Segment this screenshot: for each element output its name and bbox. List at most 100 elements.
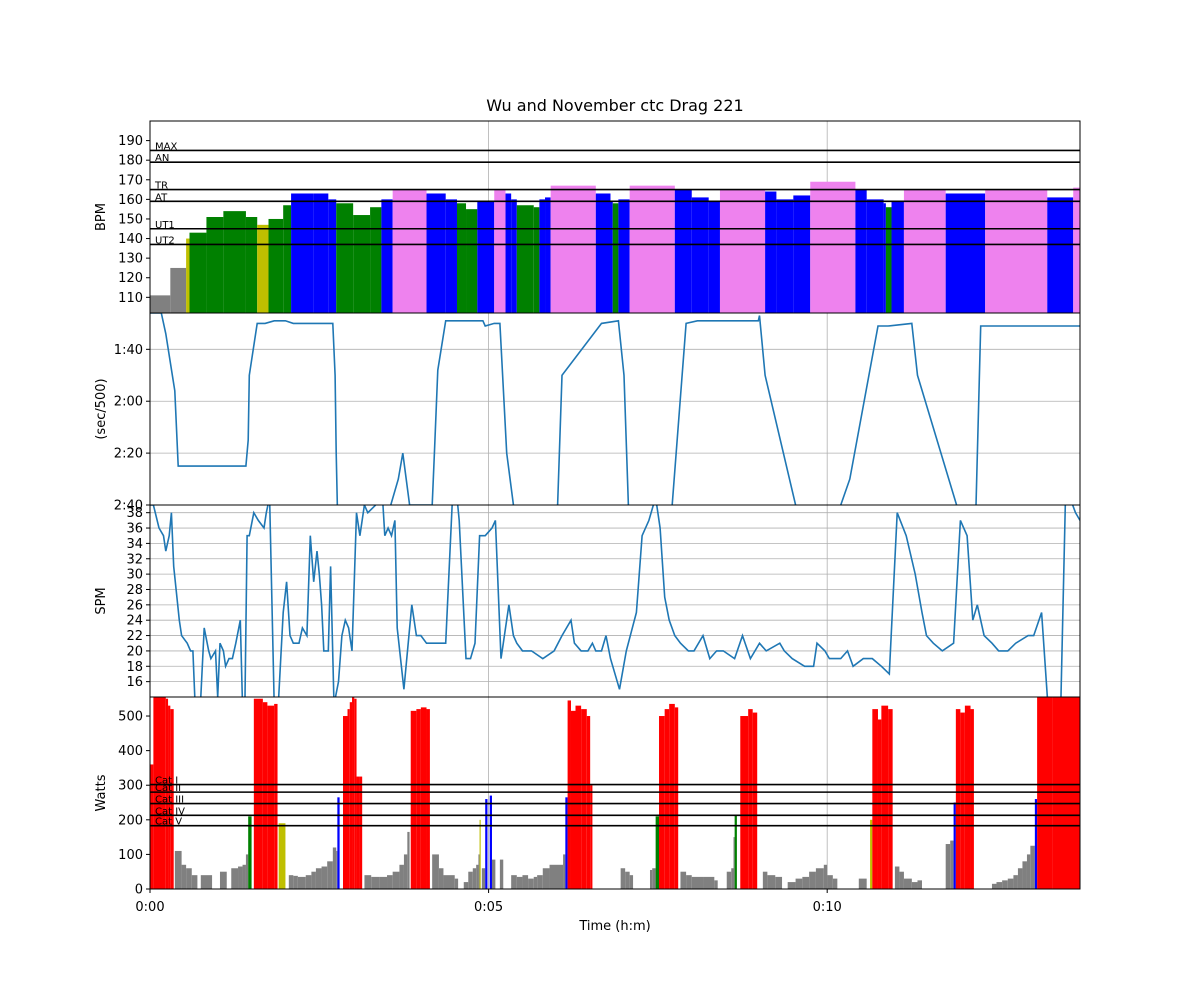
bar	[407, 831, 410, 889]
bar	[733, 837, 735, 889]
bar	[420, 707, 427, 889]
bar	[762, 871, 768, 889]
bar	[288, 875, 294, 889]
bar	[315, 868, 322, 889]
bar	[454, 878, 459, 889]
bar	[494, 189, 506, 313]
bar	[387, 875, 393, 889]
chart-panels: MAXANTRATUT1UT21101201301401501601701801…	[94, 120, 1081, 915]
bar	[477, 201, 495, 313]
bar	[522, 875, 529, 889]
bar	[894, 866, 900, 889]
bar	[392, 189, 427, 313]
y-tick-label: 110	[118, 291, 143, 306]
y-tick-label: 2:20	[114, 447, 143, 462]
y-tick-label: 2:40	[114, 499, 143, 514]
bar	[445, 199, 457, 313]
bar	[674, 189, 692, 313]
bar	[283, 205, 292, 313]
y-tick-label: 20	[126, 644, 143, 659]
bar	[570, 710, 576, 889]
x-tick-label: 0:05	[474, 900, 503, 915]
y-axis-label: BPM	[94, 203, 109, 231]
bar	[511, 199, 517, 313]
bar	[964, 705, 971, 889]
bar	[186, 238, 190, 313]
bar	[917, 880, 922, 889]
y-tick-label: 1:40	[114, 343, 143, 358]
y-axis-label: (sec/500)	[94, 378, 109, 439]
bar	[337, 797, 340, 889]
bar	[242, 864, 246, 889]
threshold-label: Cat II	[155, 783, 181, 794]
bar	[245, 854, 249, 889]
bar	[257, 224, 269, 313]
threshold-label: UT2	[155, 235, 175, 246]
bar	[787, 882, 796, 889]
bar	[815, 868, 824, 889]
bar	[1034, 799, 1038, 889]
bar	[505, 193, 512, 313]
bar	[903, 189, 946, 313]
y-tick-label: 190	[118, 134, 143, 149]
bar	[468, 871, 473, 889]
bar	[767, 875, 776, 889]
y-tick-label: 30	[126, 568, 143, 583]
bar	[765, 191, 777, 313]
bar	[297, 876, 306, 889]
y-tick-label: 150	[118, 212, 143, 227]
threshold-label: Cat I	[155, 776, 178, 787]
bar	[150, 295, 171, 313]
bar	[680, 871, 687, 889]
bar	[150, 764, 154, 889]
bar	[426, 193, 446, 313]
bar	[443, 875, 455, 889]
bar	[274, 703, 278, 889]
bar	[620, 868, 626, 889]
y-tick-label: 32	[126, 552, 143, 567]
bar	[516, 205, 534, 313]
y-axis-label: Watts	[94, 774, 109, 811]
threshold-label: TR	[154, 181, 168, 192]
y-tick-label: 170	[118, 173, 143, 188]
bar	[478, 854, 480, 889]
bar	[200, 875, 213, 889]
bar	[549, 864, 564, 889]
y-tick-label: 500	[118, 710, 143, 725]
bar	[479, 819, 481, 889]
bar	[731, 868, 734, 889]
bar	[899, 871, 904, 889]
bar	[950, 840, 954, 889]
bar	[858, 878, 867, 889]
bar	[691, 876, 704, 889]
panel-2: 1:40 2:00 2:20 2:40 (sec/500)	[94, 312, 1081, 514]
bar	[888, 709, 893, 889]
y-tick-label: 200	[118, 813, 143, 828]
bar	[371, 876, 380, 889]
bar	[533, 876, 538, 889]
bar	[1037, 697, 1053, 889]
bar	[1002, 880, 1008, 889]
y-tick-label: 180	[118, 154, 143, 169]
bar	[352, 697, 355, 889]
bar	[321, 866, 328, 889]
bar	[1013, 875, 1018, 889]
threshold-label: Cat V	[155, 817, 182, 828]
bar	[991, 883, 997, 889]
bar	[364, 875, 372, 889]
panel-plot-area	[150, 313, 1080, 505]
y-tick-label: 120	[118, 271, 143, 286]
bar	[881, 705, 889, 889]
y-tick-label: 22	[126, 629, 143, 644]
x-tick-label: 0:10	[813, 900, 842, 915]
bar	[960, 712, 965, 889]
bar	[248, 816, 252, 889]
bar	[565, 797, 568, 889]
bar	[752, 712, 758, 889]
bar	[305, 875, 312, 889]
bar	[238, 866, 243, 889]
bar	[476, 864, 479, 889]
